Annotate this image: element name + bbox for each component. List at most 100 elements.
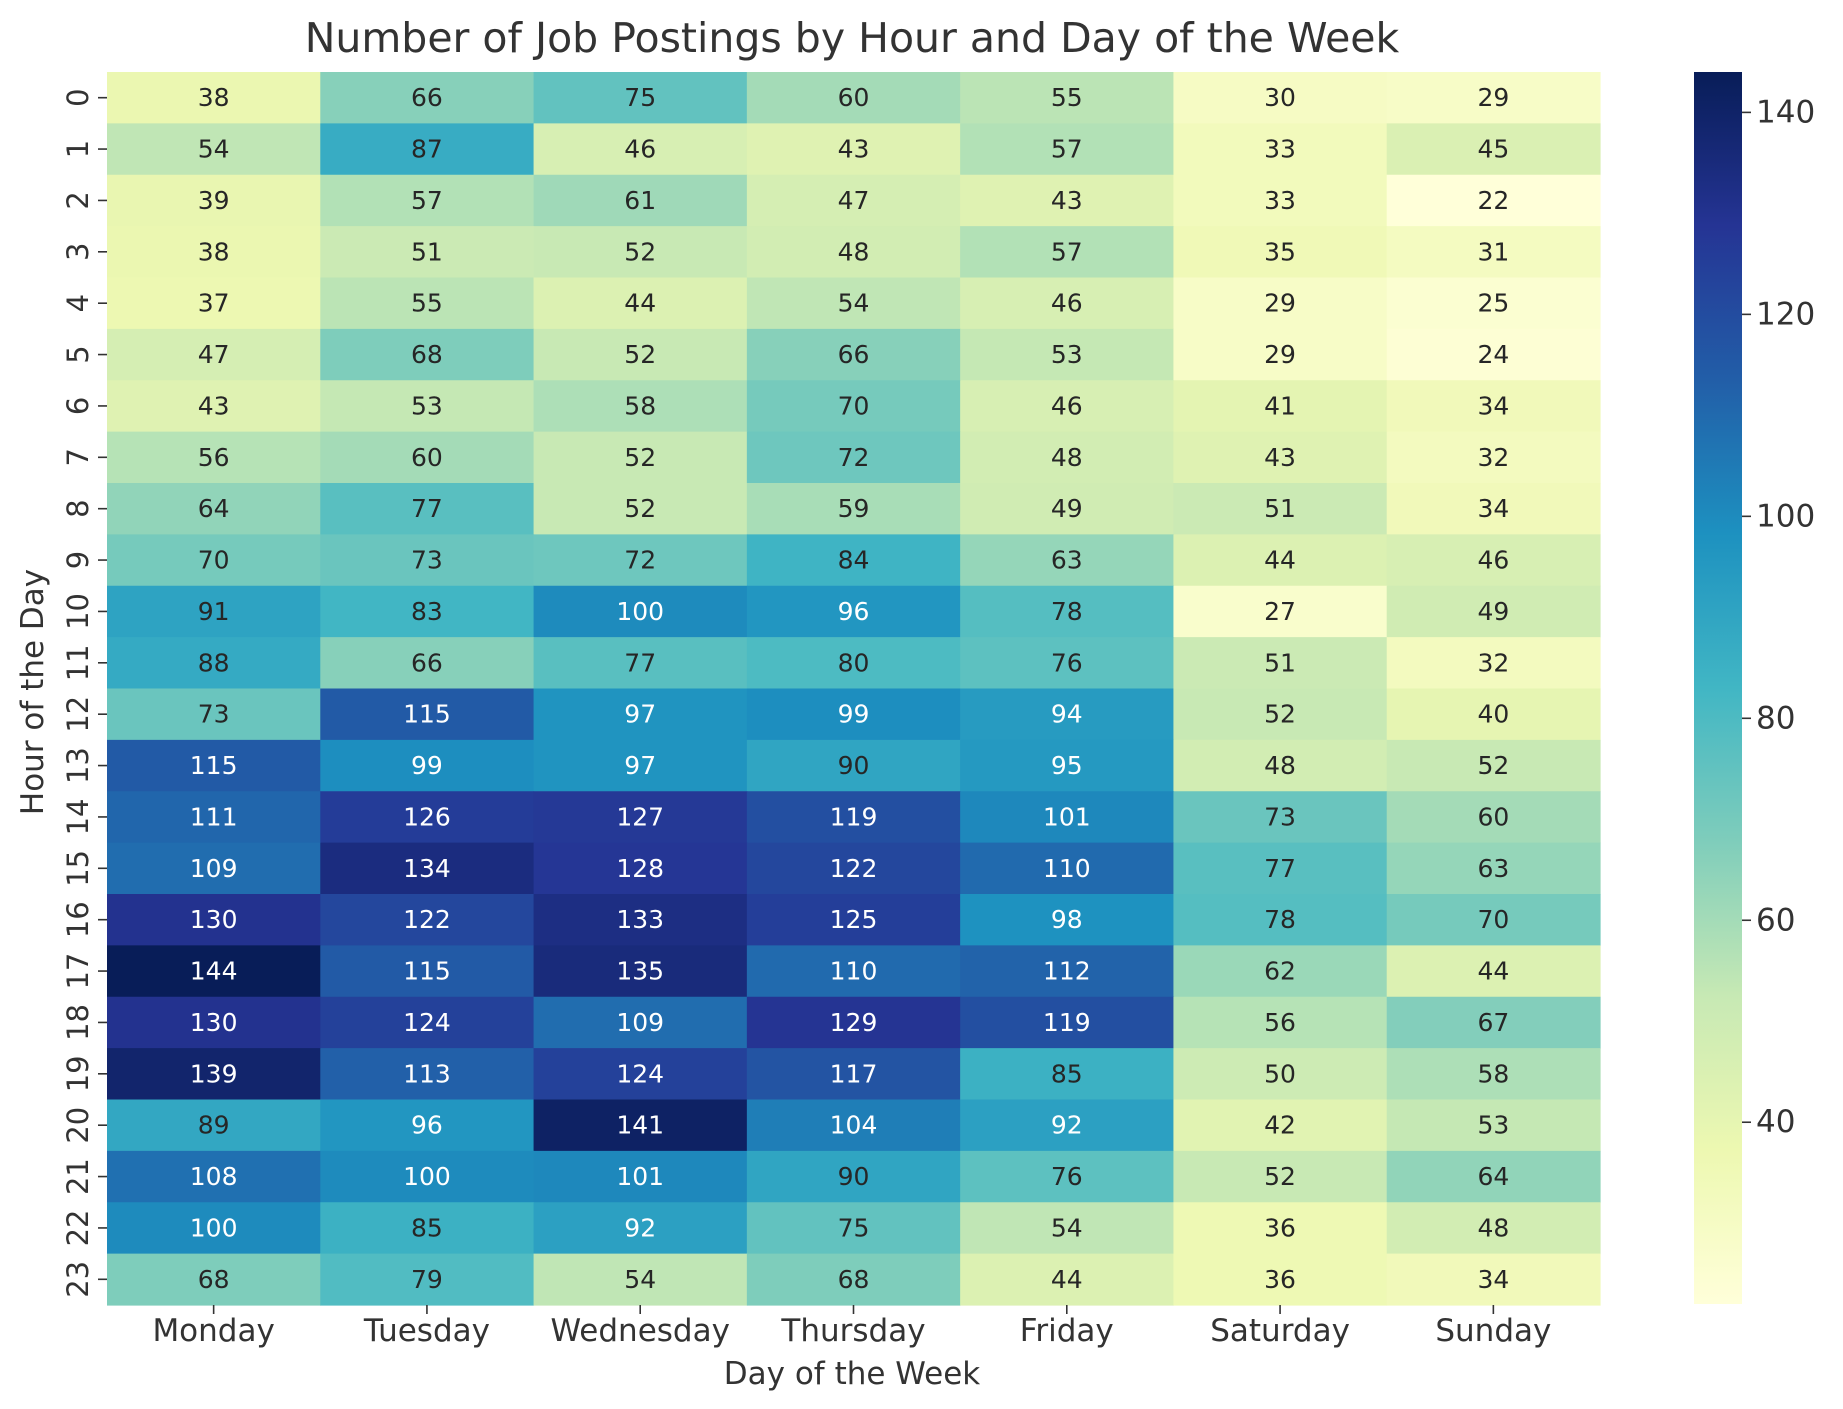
- heatmap-cell: [107, 739, 321, 792]
- y-tick-label: 22: [61, 1209, 95, 1246]
- cell-value-label: 63: [1051, 546, 1083, 575]
- heatmap-cell: [533, 1099, 748, 1152]
- cell-value-label: 101: [1043, 802, 1091, 831]
- heatmap-cell: [320, 945, 535, 998]
- heatmap-cell: [533, 996, 748, 1049]
- y-tick-label: 17: [61, 953, 95, 990]
- cell-value-label: 67: [1477, 1008, 1509, 1037]
- heatmap-cell: [107, 1048, 321, 1101]
- heatmap-cell: [533, 688, 748, 741]
- heatmap-cell: [533, 637, 748, 690]
- cell-value-label: 63: [1477, 854, 1509, 883]
- cell-value-label: 58: [624, 391, 656, 420]
- heatmap-cell: [1386, 277, 1601, 330]
- cell-value-label: 40: [1477, 700, 1509, 729]
- cell-value-label: 83: [411, 597, 443, 626]
- chart-title: Number of Job Postings by Hour and Day o…: [305, 14, 1400, 62]
- cell-value-label: 52: [1477, 751, 1509, 780]
- x-axis-ticks: Monday Tuesday Wednesday Thursday Friday Satu…: [152, 1305, 1551, 1349]
- heatmap-cell: [1386, 534, 1601, 587]
- cell-value-label: 60: [838, 83, 870, 112]
- heatmap-cell: [1173, 174, 1388, 227]
- cell-value-label: 90: [838, 1162, 870, 1191]
- cell-value-label: 33: [1264, 186, 1296, 215]
- cell-value-label: 61: [624, 186, 656, 215]
- cell-value-label: 64: [1477, 1162, 1509, 1191]
- heatmap-cell: [107, 1099, 321, 1152]
- cell-value-label: 124: [616, 1059, 664, 1088]
- y-tick-label: 15: [61, 850, 95, 887]
- heatmap-cell: [1386, 328, 1601, 381]
- cell-value-label: 56: [1264, 1008, 1296, 1037]
- cell-value-label: 62: [1264, 957, 1296, 986]
- cell-value-label: 108: [190, 1162, 238, 1191]
- heatmap-cell: [107, 945, 321, 998]
- cell-value-label: 52: [624, 340, 656, 369]
- cell-value-label: 39: [198, 186, 230, 215]
- heatmap-cell: [960, 791, 1175, 844]
- heatmap-cell: [1173, 996, 1388, 1049]
- cell-value-label: 43: [198, 391, 230, 420]
- heatmap-cell: [1173, 226, 1388, 279]
- y-tick-label: 6: [61, 397, 95, 415]
- cell-value-label: 110: [1043, 854, 1091, 883]
- heatmap-cell: [320, 1048, 535, 1101]
- heatmap-cell: [960, 1253, 1175, 1306]
- heatmap-cell: [960, 123, 1175, 176]
- heatmap-cell: [1173, 1048, 1388, 1101]
- cell-value-label: 79: [411, 1265, 443, 1294]
- heatmap-cell: [960, 534, 1175, 587]
- cell-value-label: 52: [1264, 700, 1296, 729]
- heatmap-cell: [320, 277, 535, 330]
- cell-value-label: 58: [1477, 1059, 1509, 1088]
- cell-value-label: 55: [411, 289, 443, 318]
- heatmap-cell: [107, 226, 321, 279]
- cell-value-label: 96: [411, 1111, 443, 1140]
- heatmap-cell: [1386, 72, 1601, 124]
- cell-value-label: 54: [624, 1265, 656, 1294]
- y-tick-label: 12: [61, 696, 95, 733]
- heatmap-cell: [107, 431, 321, 484]
- heatmap-cell: [746, 1202, 961, 1255]
- heatmap-cell: [960, 380, 1175, 433]
- cell-value-label: 141: [616, 1111, 664, 1140]
- cell-value-label: 97: [624, 751, 656, 780]
- heatmap-cell: [960, 174, 1175, 227]
- heatmap-cell: [960, 842, 1175, 895]
- cell-value-label: 35: [1264, 237, 1296, 266]
- cell-value-label: 100: [616, 597, 664, 626]
- cell-value-label: 52: [1264, 1162, 1296, 1191]
- cell-value-label: 66: [838, 340, 870, 369]
- cell-value-label: 44: [1051, 1265, 1083, 1294]
- cell-value-label: 22: [1477, 186, 1509, 215]
- cell-value-label: 72: [624, 546, 656, 575]
- x-tick-label: Sunday: [1435, 1313, 1551, 1349]
- cell-value-label: 129: [830, 1008, 878, 1037]
- cell-value-label: 33: [1264, 135, 1296, 164]
- cell-value-label: 27: [1264, 597, 1296, 626]
- cell-value-label: 70: [838, 391, 870, 420]
- heatmap-cell: [1173, 277, 1388, 330]
- heatmap-cell: [320, 226, 535, 279]
- cell-value-label: 64: [198, 494, 230, 523]
- cell-value-label: 51: [1264, 494, 1296, 523]
- y-tick-label: 20: [61, 1107, 95, 1144]
- cell-value-label: 43: [1051, 186, 1083, 215]
- cell-value-label: 55: [1051, 83, 1083, 112]
- cell-value-label: 44: [1477, 957, 1509, 986]
- heatmap-cell: [746, 585, 961, 638]
- cell-value-label: 30: [1264, 83, 1296, 112]
- cell-value-label: 60: [1477, 802, 1509, 831]
- cell-value-label: 38: [198, 83, 230, 112]
- cell-value-label: 68: [411, 340, 443, 369]
- y-tick-label: 11: [61, 644, 95, 681]
- heatmap-cell: [320, 123, 535, 176]
- cell-value-label: 52: [624, 237, 656, 266]
- cell-value-label: 92: [624, 1213, 656, 1242]
- cell-value-label: 54: [838, 289, 870, 318]
- heatmap-cell: [960, 72, 1175, 124]
- cell-value-label: 127: [616, 802, 664, 831]
- heatmap-cell: [1173, 72, 1388, 124]
- heatmap-cell: [1386, 688, 1601, 741]
- cell-value-label: 126: [403, 802, 451, 831]
